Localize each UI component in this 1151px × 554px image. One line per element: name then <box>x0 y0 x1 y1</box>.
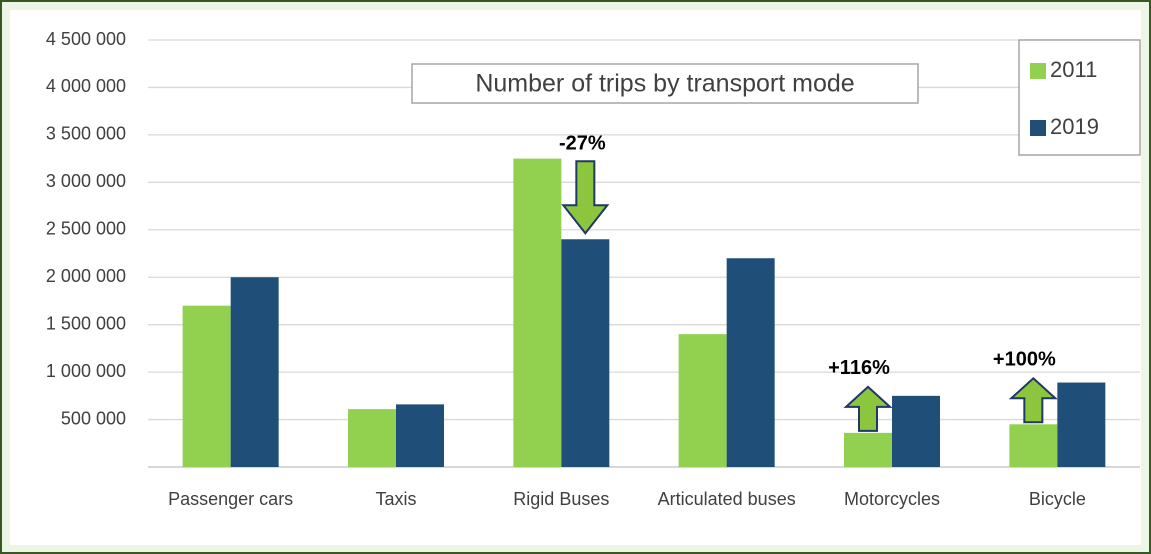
chart-title: Number of trips by transport mode <box>475 70 854 98</box>
annotation: +100% <box>993 349 1056 371</box>
bar <box>892 395 940 467</box>
annotation: -27% <box>559 133 606 155</box>
annotation: +116% <box>828 357 890 379</box>
y-tick-label: 4 500 000 <box>46 29 126 49</box>
bar <box>561 239 610 467</box>
x-tick-label: Motorcycles <box>844 489 940 509</box>
bar <box>182 305 231 467</box>
bar <box>726 258 775 467</box>
bar <box>678 334 727 467</box>
legend-swatch <box>1030 63 1046 79</box>
bar <box>396 404 444 467</box>
y-tick-label: 500 000 <box>61 408 126 428</box>
y-tick-label: 1 500 000 <box>46 313 126 333</box>
x-tick-label: Articulated buses <box>658 489 796 509</box>
y-tick-label: 1 000 000 <box>46 361 126 381</box>
legend-label: 2019 <box>1050 114 1099 139</box>
y-tick-label: 3 500 000 <box>46 124 126 144</box>
legend-swatch <box>1030 120 1046 136</box>
y-tick-label: 4 000 000 <box>46 76 126 96</box>
arrow <box>843 385 893 432</box>
arrow <box>1008 376 1058 424</box>
y-tick-label: 3 000 000 <box>46 171 126 191</box>
bar <box>1009 424 1058 467</box>
title-box <box>411 63 919 104</box>
x-tick-label: Passenger cars <box>168 489 293 509</box>
bar <box>1057 382 1106 467</box>
y-tick-label: 2 000 000 <box>46 266 126 286</box>
x-tick-label: Taxis <box>375 489 416 509</box>
x-tick-label: Bicycle <box>1029 489 1086 509</box>
bar <box>513 158 562 467</box>
bar <box>348 409 396 467</box>
x-tick-label: Rigid Buses <box>513 489 609 509</box>
arrow <box>561 160 610 235</box>
y-tick-label: 2 500 000 <box>46 219 126 239</box>
legend-label: 2011 <box>1050 57 1097 82</box>
bar <box>844 432 892 467</box>
bar <box>230 277 279 467</box>
